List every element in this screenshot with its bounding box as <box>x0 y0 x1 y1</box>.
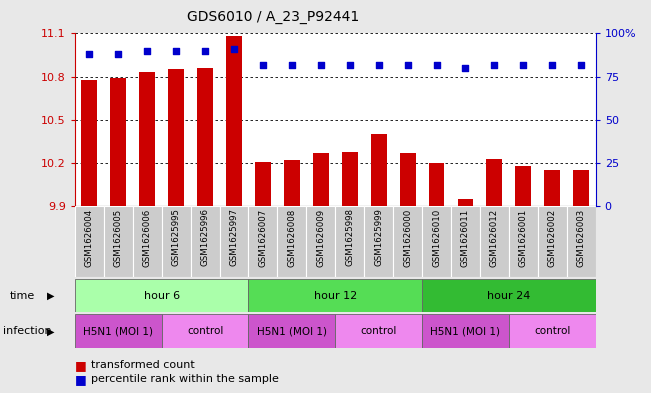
Text: time: time <box>10 291 35 301</box>
Text: hour 6: hour 6 <box>144 291 180 301</box>
Bar <box>249 279 422 312</box>
Bar <box>161 314 249 348</box>
Text: GSM1626009: GSM1626009 <box>316 208 326 266</box>
Point <box>84 51 94 57</box>
Bar <box>161 206 191 277</box>
Bar <box>335 206 364 277</box>
Point <box>374 61 384 68</box>
Text: GSM1625995: GSM1625995 <box>172 208 180 266</box>
Text: GSM1626000: GSM1626000 <box>403 208 412 267</box>
Text: GSM1625998: GSM1625998 <box>345 208 354 266</box>
Point <box>142 48 152 54</box>
Bar <box>422 206 451 277</box>
Text: ■: ■ <box>75 373 87 386</box>
Text: hour 24: hour 24 <box>487 291 531 301</box>
Point <box>316 61 326 68</box>
Text: H5N1 (MOI 1): H5N1 (MOI 1) <box>83 326 153 336</box>
Bar <box>249 314 335 348</box>
Text: GSM1626010: GSM1626010 <box>432 208 441 267</box>
Bar <box>133 206 161 277</box>
Bar <box>249 206 277 277</box>
Point <box>171 48 182 54</box>
Point <box>200 48 210 54</box>
Bar <box>544 170 561 206</box>
Bar <box>191 206 219 277</box>
Point <box>547 61 557 68</box>
Bar <box>226 36 242 206</box>
Text: control: control <box>187 326 223 336</box>
Bar <box>75 314 161 348</box>
Text: percentile rank within the sample: percentile rank within the sample <box>91 374 279 384</box>
Point <box>432 61 442 68</box>
Text: control: control <box>361 326 397 336</box>
Bar <box>370 134 387 206</box>
Text: GSM1626011: GSM1626011 <box>461 208 470 267</box>
Bar <box>364 206 393 277</box>
Bar <box>486 159 503 206</box>
Bar <box>400 153 415 206</box>
Bar <box>197 68 213 206</box>
Text: GSM1626001: GSM1626001 <box>519 208 528 267</box>
Text: GSM1626005: GSM1626005 <box>114 208 123 267</box>
Text: transformed count: transformed count <box>91 360 195 371</box>
Text: control: control <box>534 326 570 336</box>
Bar <box>313 153 329 206</box>
Text: GSM1625997: GSM1625997 <box>230 208 238 266</box>
Bar <box>335 314 422 348</box>
Bar <box>574 170 589 206</box>
Text: ■: ■ <box>75 359 87 372</box>
Text: GSM1626008: GSM1626008 <box>287 208 296 267</box>
Text: GSM1626012: GSM1626012 <box>490 208 499 267</box>
Bar <box>168 70 184 206</box>
Bar <box>509 314 596 348</box>
Bar <box>284 160 300 206</box>
Text: hour 12: hour 12 <box>314 291 357 301</box>
Bar <box>307 206 335 277</box>
Point <box>286 61 297 68</box>
Bar <box>428 163 445 206</box>
Bar <box>139 72 155 206</box>
Bar <box>451 206 480 277</box>
Text: GSM1626002: GSM1626002 <box>547 208 557 267</box>
Bar <box>75 206 104 277</box>
Bar <box>516 166 531 206</box>
Point <box>518 61 529 68</box>
Point <box>460 65 471 71</box>
Text: GDS6010 / A_23_P92441: GDS6010 / A_23_P92441 <box>187 10 359 24</box>
Bar <box>342 152 357 206</box>
Point <box>229 46 239 52</box>
Bar <box>538 206 567 277</box>
Text: GSM1625996: GSM1625996 <box>201 208 210 266</box>
Point <box>113 51 124 57</box>
Bar <box>458 199 473 206</box>
Text: ▶: ▶ <box>47 291 55 301</box>
Bar <box>277 206 307 277</box>
Text: H5N1 (MOI 1): H5N1 (MOI 1) <box>430 326 501 336</box>
Point <box>344 61 355 68</box>
Bar <box>110 78 126 206</box>
Bar <box>75 279 249 312</box>
Text: GSM1626004: GSM1626004 <box>85 208 94 267</box>
Text: infection: infection <box>3 326 52 336</box>
Text: GSM1626007: GSM1626007 <box>258 208 268 267</box>
Bar <box>393 206 422 277</box>
Text: GSM1626006: GSM1626006 <box>143 208 152 267</box>
Bar <box>567 206 596 277</box>
Bar <box>255 162 271 206</box>
Point <box>402 61 413 68</box>
Bar <box>422 279 596 312</box>
Text: GSM1625999: GSM1625999 <box>374 208 383 266</box>
Text: ▶: ▶ <box>47 326 55 336</box>
Bar <box>509 206 538 277</box>
Point <box>576 61 587 68</box>
Point <box>258 61 268 68</box>
Bar <box>104 206 133 277</box>
Point <box>489 61 499 68</box>
Bar <box>219 206 249 277</box>
Bar <box>81 79 97 206</box>
Bar <box>422 314 509 348</box>
Text: GSM1626003: GSM1626003 <box>577 208 586 267</box>
Bar <box>480 206 509 277</box>
Text: H5N1 (MOI 1): H5N1 (MOI 1) <box>257 326 327 336</box>
